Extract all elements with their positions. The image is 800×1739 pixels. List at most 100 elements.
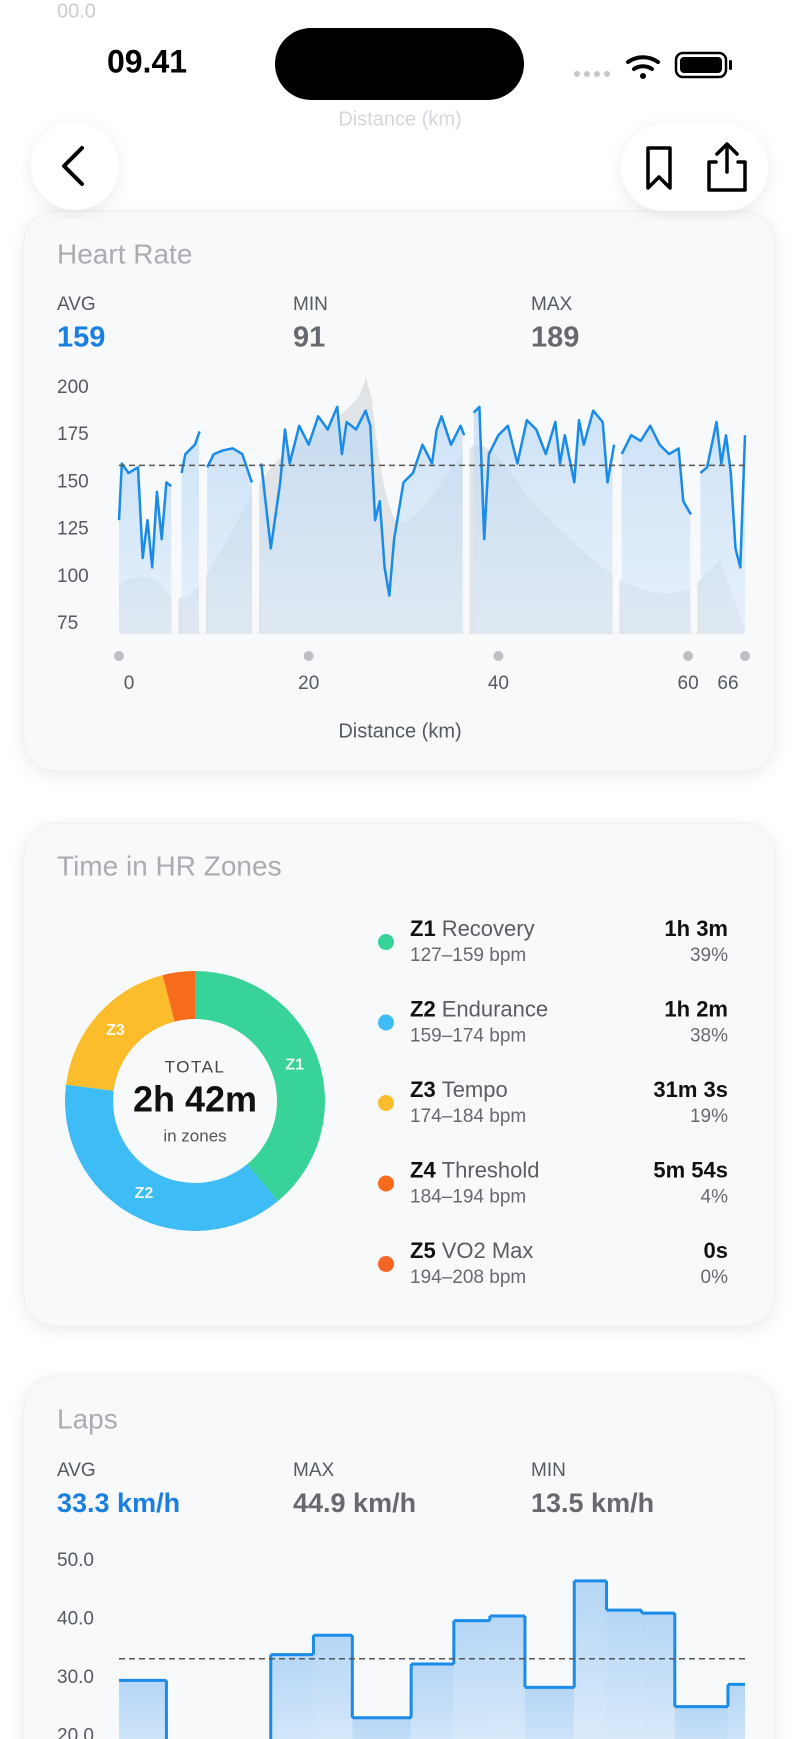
stat-label: MAX	[293, 1460, 335, 1481]
zone-time: 1h 2m	[664, 996, 728, 1021]
hr-line	[260, 405, 466, 597]
faded-tick: 00.0	[57, 0, 96, 22]
y-tick-label: 30.0	[57, 1667, 94, 1688]
gap	[690, 370, 698, 634]
zone-range: 194–208 bpm	[410, 1267, 526, 1288]
gap	[252, 370, 260, 634]
lap-bar	[606, 1610, 642, 1739]
lap-bar	[727, 1684, 745, 1739]
x-tick-dot	[493, 651, 504, 661]
dynamic-island	[275, 28, 524, 100]
stat-label: AVG	[57, 294, 96, 315]
stat-value: 91	[293, 322, 325, 354]
x-tick-label: 0	[124, 673, 135, 694]
hr-area	[621, 425, 691, 634]
y-tick-label: 125	[57, 519, 89, 540]
zone-time: 1h 3m	[664, 916, 728, 941]
zone-range: 184–194 bpm	[410, 1187, 526, 1208]
donut-segment	[66, 975, 175, 1091]
lap-bar	[674, 1706, 728, 1739]
status-time: 09.41	[107, 43, 187, 79]
lap-bar	[641, 1613, 675, 1739]
zone-label: Recovery	[442, 916, 535, 941]
zone-percent: 38%	[690, 1026, 728, 1047]
signal-dots	[574, 71, 610, 77]
zone-range: 159–174 bpm	[410, 1026, 526, 1047]
gap	[171, 370, 179, 634]
hr-area	[207, 448, 252, 634]
y-tick-label: 50.0	[57, 1550, 94, 1571]
y-tick-label: 150	[57, 471, 89, 492]
y-tick-label: 75	[57, 613, 78, 634]
donut-center-caption: in zones	[163, 1126, 226, 1145]
lap-bar	[489, 1615, 525, 1739]
lap-bar	[524, 1687, 575, 1739]
zone-code: Z2	[410, 996, 436, 1021]
share-button[interactable]	[707, 142, 747, 192]
gap	[462, 370, 470, 634]
hr-line	[117, 462, 172, 569]
bookmark-button[interactable]	[646, 146, 672, 190]
y-tick-label: 100	[57, 566, 89, 587]
zone-code: Z1	[410, 916, 436, 941]
stat-label: MAX	[531, 294, 573, 315]
zone-percent: 39%	[690, 945, 728, 966]
donut-segment	[162, 971, 195, 1022]
zone-percent: 4%	[701, 1187, 729, 1208]
x-tick-label: 20	[298, 673, 319, 694]
stat-label: MIN	[293, 294, 328, 315]
zone-time: 0s	[704, 1238, 728, 1263]
zone-code: Z4	[410, 1157, 436, 1182]
x-tick-label: 66	[717, 673, 738, 694]
zone-label: Threshold	[442, 1157, 540, 1182]
lap-bar	[270, 1654, 314, 1739]
zone-range: 174–184 bpm	[410, 1106, 526, 1127]
segment-label: Z2	[135, 1185, 154, 1202]
gap	[198, 370, 206, 634]
card-title: Laps	[57, 1403, 118, 1434]
zone-percent: 19%	[690, 1106, 728, 1127]
back-button[interactable]	[31, 122, 119, 210]
zone-label: Tempo	[442, 1077, 508, 1102]
lap-bar	[313, 1635, 353, 1739]
zone-code: Z3	[410, 1077, 436, 1102]
gap	[612, 370, 620, 634]
stat-label: MIN	[531, 1460, 566, 1481]
hr-line	[180, 430, 201, 474]
segment-label: Z1	[285, 1056, 304, 1073]
zone-name: Z1 Recovery	[410, 916, 535, 941]
y-tick-label: 40.0	[57, 1609, 94, 1630]
zone-range: 127–159 bpm	[410, 945, 526, 966]
legend-dot	[378, 1175, 394, 1192]
hr-line	[620, 424, 692, 516]
segment-label: Z3	[106, 1022, 125, 1039]
hr-area	[181, 431, 200, 634]
stat-value: 13.5 km/h	[531, 1488, 654, 1518]
zone-label: VO2 Max	[442, 1238, 534, 1263]
x-tick-dot	[740, 651, 750, 661]
legend-dot	[378, 1095, 394, 1111]
lap-bar	[119, 1680, 167, 1739]
x-tick-dot	[303, 651, 314, 661]
zone-time: 5m 54s	[653, 1157, 728, 1182]
charts: AVG 159 MIN 91 MAX 189 75 100 125 150 175 200 0 20 40 6…	[57, 294, 750, 1739]
zone-name: Z2 Endurance	[410, 996, 548, 1021]
y-tick-label: 175	[57, 424, 89, 445]
lap-bar	[411, 1663, 454, 1739]
zone-code: Z5	[410, 1238, 436, 1263]
x-tick-dot	[114, 651, 124, 661]
donut-center-label: TOTAL	[165, 1057, 226, 1076]
hr-line	[699, 420, 747, 569]
lap-bar	[352, 1717, 412, 1739]
stat-value: 33.3 km/h	[57, 1488, 180, 1518]
hr-line	[206, 447, 253, 483]
zone-label: Endurance	[442, 996, 548, 1021]
legend-dot	[378, 1256, 394, 1272]
hr-area	[261, 406, 465, 634]
donut-segment	[65, 1084, 278, 1231]
zone-percent: 0%	[701, 1267, 729, 1288]
y-tick-label: 200	[57, 377, 89, 398]
legend-dot	[378, 934, 394, 950]
